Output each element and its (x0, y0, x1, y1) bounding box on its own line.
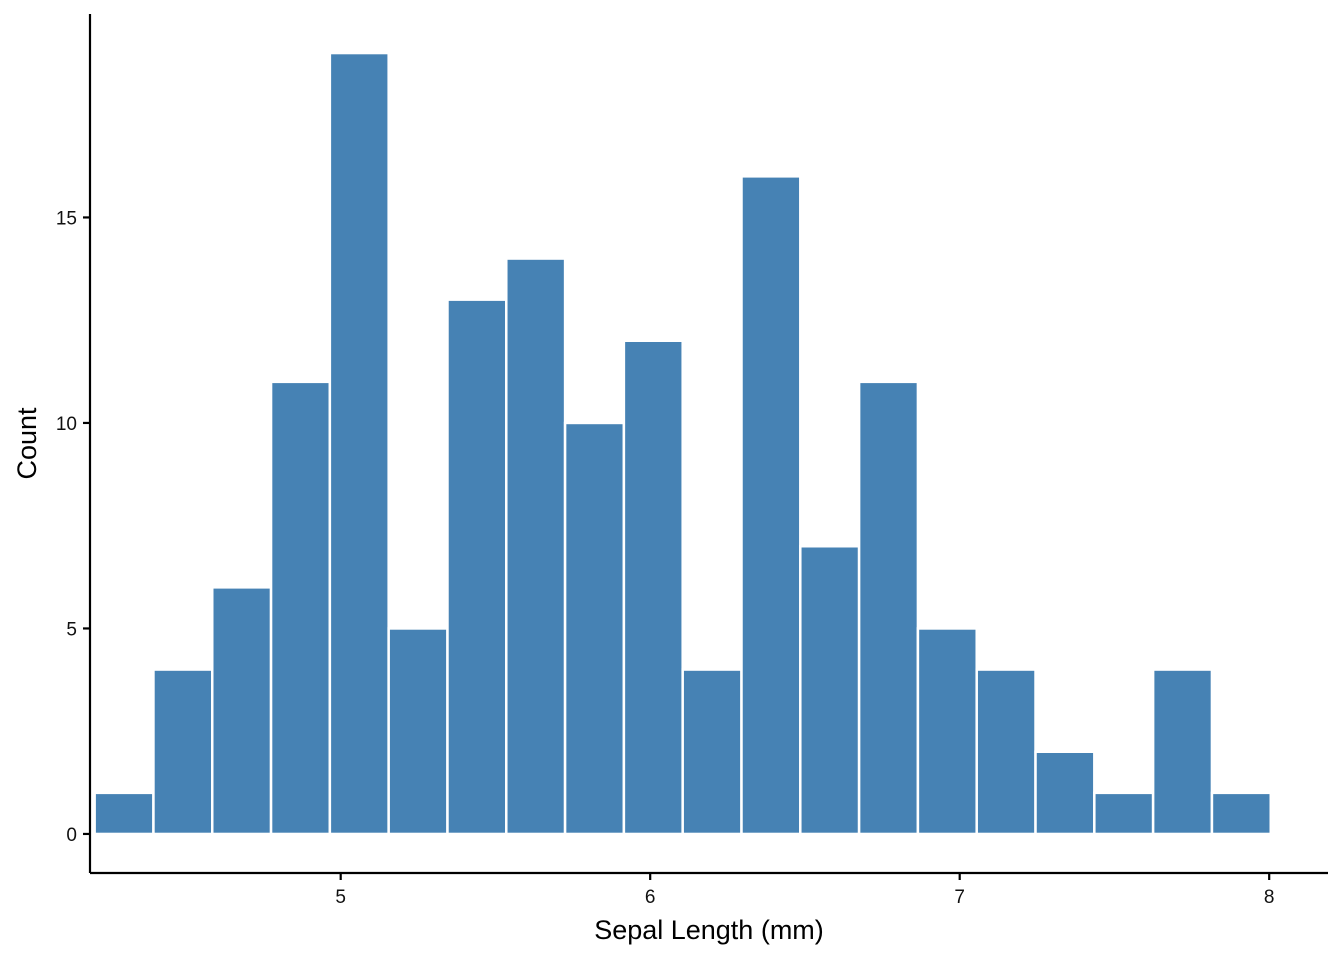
histogram-bar-18 (1093, 791, 1155, 836)
y-tick-label: 10 (56, 414, 77, 435)
histogram-bar-9 (563, 421, 626, 836)
histogram-bar-11 (681, 668, 743, 836)
x-tick-label: 8 (1264, 887, 1275, 908)
histogram-bar-3 (211, 586, 273, 836)
histogram-bar-8 (505, 257, 567, 836)
histogram-bar-13 (799, 545, 861, 836)
histogram-bar-10 (622, 339, 684, 836)
x-tick-label: 6 (645, 887, 656, 908)
histogram-bar-2 (152, 668, 214, 836)
histogram-bar-5 (328, 51, 390, 836)
y-axis-title: Count (12, 407, 42, 480)
x-tick-label: 5 (335, 887, 346, 908)
y-tick-label: 5 (66, 619, 77, 640)
histogram-bar-7 (446, 298, 508, 836)
histogram-bar-16 (975, 668, 1037, 836)
histogram-bar-17 (1034, 750, 1096, 836)
histogram-bar-19 (1151, 668, 1214, 836)
x-tick-label: 7 (954, 887, 965, 908)
y-tick-label: 0 (66, 825, 77, 846)
bars-layer (93, 51, 1272, 836)
x-ticks-layer: 5 6 7 8 (335, 873, 1274, 908)
histogram-bar-12 (740, 175, 802, 836)
histogram-bar-6 (387, 627, 449, 836)
histogram-bar-15 (916, 627, 978, 836)
x-axis-title: Sepal Length (mm) (594, 915, 824, 945)
histogram-bar-4 (269, 380, 332, 836)
y-ticks-layer: 0 5 10 15 (56, 208, 90, 846)
histogram-bar-1 (93, 791, 155, 836)
histogram-bar-14 (857, 380, 920, 836)
histogram-bar-20 (1210, 791, 1272, 836)
y-tick-label: 15 (56, 208, 77, 229)
